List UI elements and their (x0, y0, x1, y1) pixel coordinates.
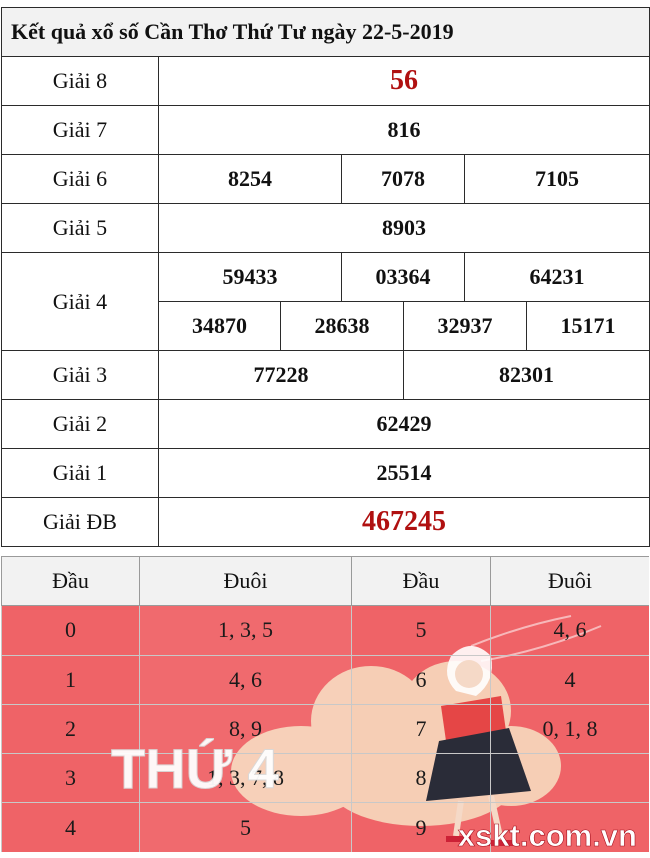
prize-number: 467245 (157, 497, 650, 547)
prize-number: 25514 (157, 448, 650, 498)
loto-cell (490, 753, 649, 804)
prize-label: Giải 3 (1, 350, 159, 400)
prize-number: 03364 (341, 252, 465, 302)
prize-number: 59433 (158, 252, 342, 302)
loto-cell: 4, 6 (139, 654, 352, 705)
loto-cell: 6 (351, 654, 491, 705)
loto-cell: 7 (351, 703, 491, 755)
prize-label: Giải 4 (1, 252, 159, 351)
loto-cell (490, 802, 649, 852)
prize-number: 82301 (402, 350, 650, 400)
prize-row-g8: Giải 8 56 (1, 56, 650, 106)
prize-label: Giải 8 (1, 56, 159, 106)
prize-row-g2: Giải 2 62429 (1, 399, 650, 449)
loto-row: 0 1, 3, 5 5 4, 6 (1, 605, 649, 656)
loto-cell: 2 (1, 703, 140, 755)
col-header-duoi: Đuôi (139, 556, 352, 607)
loto-panel: Đầu Đuôi Đầu Đuôi 0 1, 3, 5 5 4, 6 1 4, … (1, 556, 649, 852)
loto-row: 3 1, 3, 7, 8 8 (1, 753, 649, 804)
loto-cell: 0, 1, 8 (490, 703, 649, 755)
prize-row-g1: Giải 1 25514 (1, 448, 650, 498)
prize-number: 15171 (525, 301, 650, 351)
prize-label: Giải 1 (1, 448, 159, 498)
loto-cell: 1, 3, 5 (139, 605, 352, 656)
prize-row-g4: Giải 4 59433 03364 64231 (1, 252, 650, 351)
col-header-duoi: Đuôi (490, 556, 649, 607)
loto-cell: 4 (490, 654, 649, 705)
prize-number: 34870 (158, 301, 281, 351)
loto-cell: 0 (1, 605, 140, 656)
prize-number: 56 (157, 56, 650, 106)
prize-row-g5: Giải 5 8903 (1, 203, 650, 253)
loto-table: Đầu Đuôi Đầu Đuôi 0 1, 3, 5 5 4, 6 1 4, … (1, 556, 649, 852)
lottery-results-table: Kết quả xổ số Cần Thơ Thứ Tư ngày 22-5-2… (0, 7, 650, 547)
loto-row: 1 4, 6 6 4 (1, 654, 649, 705)
col-header-dau: Đầu (351, 556, 491, 607)
prize-number: 816 (157, 105, 650, 155)
loto-cell: 5 (351, 605, 491, 656)
prize-row-g3: Giải 3 77228 82301 (1, 350, 650, 400)
loto-cell: 3 (1, 753, 140, 804)
prize-label: Giải 6 (1, 154, 159, 204)
prize-number: 32937 (403, 301, 527, 351)
prize-row-g6: Giải 6 8254 7078 7105 (1, 154, 650, 204)
loto-cell: 8, 9 (139, 703, 352, 755)
prize-number: 62429 (157, 399, 650, 449)
loto-row: 4 5 9 (1, 802, 649, 852)
loto-cell: 1, 3, 7, 8 (139, 753, 352, 804)
prize-row-db: Giải ĐB 467245 (1, 497, 650, 547)
results-title: Kết quả xổ số Cần Thơ Thứ Tư ngày 22-5-2… (0, 7, 650, 57)
prize-number: 77228 (158, 350, 404, 400)
loto-row: 2 8, 9 7 0, 1, 8 (1, 703, 649, 755)
prize-number: 8254 (158, 154, 342, 204)
loto-cell: 4, 6 (490, 605, 649, 656)
prize-label: Giải ĐB (1, 497, 159, 547)
loto-cell: 4 (1, 802, 140, 852)
loto-cell: 5 (139, 802, 352, 852)
prize-number: 64231 (463, 252, 650, 302)
prize-label: Giải 5 (1, 203, 159, 253)
loto-cell: 9 (351, 802, 491, 852)
prize-label: Giải 2 (1, 399, 159, 449)
prize-label: Giải 7 (1, 105, 159, 155)
loto-cell: 1 (1, 654, 140, 705)
col-header-dau: Đầu (1, 556, 140, 607)
prize-number: 7078 (341, 154, 465, 204)
loto-header-row: Đầu Đuôi Đầu Đuôi (1, 556, 649, 607)
prize-number: 8903 (157, 203, 650, 253)
loto-cell: 8 (351, 753, 491, 804)
prize-number: 7105 (463, 154, 650, 204)
prize-row-g7: Giải 7 816 (1, 105, 650, 155)
prize-number: 28638 (280, 301, 404, 351)
